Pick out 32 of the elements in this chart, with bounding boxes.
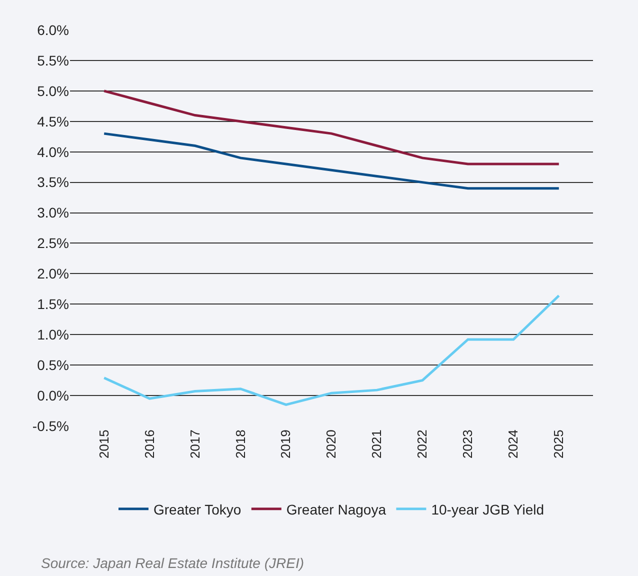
x-tick-label: 2021 — [369, 430, 384, 459]
line-series — [102, 294, 560, 406]
y-tick-label: -0.5% — [32, 418, 69, 434]
x-tick-label: 2019 — [278, 430, 294, 459]
x-tick-label: 2016 — [142, 430, 157, 459]
x-tick-label: 2020 — [324, 430, 339, 459]
line-series — [102, 90, 560, 166]
y-tick-label: 6.0% — [37, 22, 69, 38]
x-tick-label: 2015 — [96, 430, 112, 459]
legend-label: Greater Tokyo — [154, 501, 242, 518]
y-tick-label: 4.0% — [37, 144, 69, 160]
x-tick-label: 2022 — [414, 430, 430, 459]
y-tick-label: 5.0% — [37, 82, 69, 99]
source-note: Source: Japan Real Estate Institute (JREI) — [41, 555, 304, 571]
y-tick-label: 2.5% — [37, 235, 69, 252]
x-tick-label: 2024 — [506, 430, 521, 459]
x-tick-label: 2017 — [187, 430, 202, 459]
x-tick-label: 2023 — [460, 430, 476, 459]
y-tick-label: 0.0% — [37, 387, 69, 404]
y-tick-label: 3.0% — [37, 204, 69, 221]
line-series — [102, 132, 560, 190]
y-tick-label: 2.0% — [37, 266, 69, 282]
x-tick-label: 2025 — [551, 430, 566, 459]
y-tick-label: 5.5% — [37, 52, 69, 68]
y-tick-label: 1.5% — [37, 296, 69, 312]
y-tick-label: 3.5% — [37, 174, 69, 190]
legend-label: Greater Nagoya — [286, 501, 386, 518]
y-tick-label: 0.5% — [37, 356, 69, 373]
x-tick-label: 2018 — [232, 430, 248, 459]
legend-label: 10-year JGB Yield — [431, 501, 544, 518]
y-tick-label: 4.5% — [37, 113, 69, 130]
y-tick-label: 1.0% — [37, 326, 69, 343]
